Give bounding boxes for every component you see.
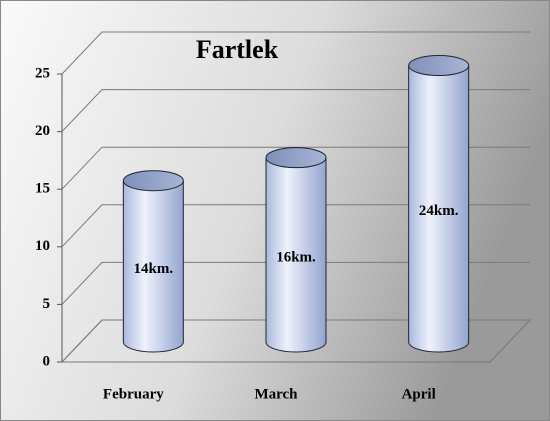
y-tick-label: 25 xyxy=(35,65,50,81)
bar-top xyxy=(122,170,184,192)
y-tick-label: 20 xyxy=(35,123,50,139)
x-tick-label: April xyxy=(402,386,436,402)
bar xyxy=(265,157,327,353)
grid-line xyxy=(61,319,530,363)
grid-line xyxy=(61,89,530,132)
chart-title: Fartlek xyxy=(196,35,279,64)
bar-top xyxy=(408,55,470,77)
bar xyxy=(408,65,470,353)
grid-line xyxy=(61,31,530,75)
value-label: 16km. xyxy=(276,249,316,265)
x-tick-label: February xyxy=(103,386,164,402)
x-tick-label: March xyxy=(254,386,298,402)
bar xyxy=(122,180,184,353)
grid-line xyxy=(61,261,530,305)
y-tick-label: 15 xyxy=(35,181,50,197)
value-label: 24km. xyxy=(419,203,459,219)
bar-top xyxy=(265,147,327,169)
grid-line xyxy=(61,146,530,190)
y-tick-label: 0 xyxy=(43,353,51,369)
y-tick-label: 10 xyxy=(35,238,50,254)
value-label: 14km. xyxy=(134,261,174,277)
grid-line xyxy=(61,204,530,248)
y-tick-label: 5 xyxy=(43,296,51,312)
